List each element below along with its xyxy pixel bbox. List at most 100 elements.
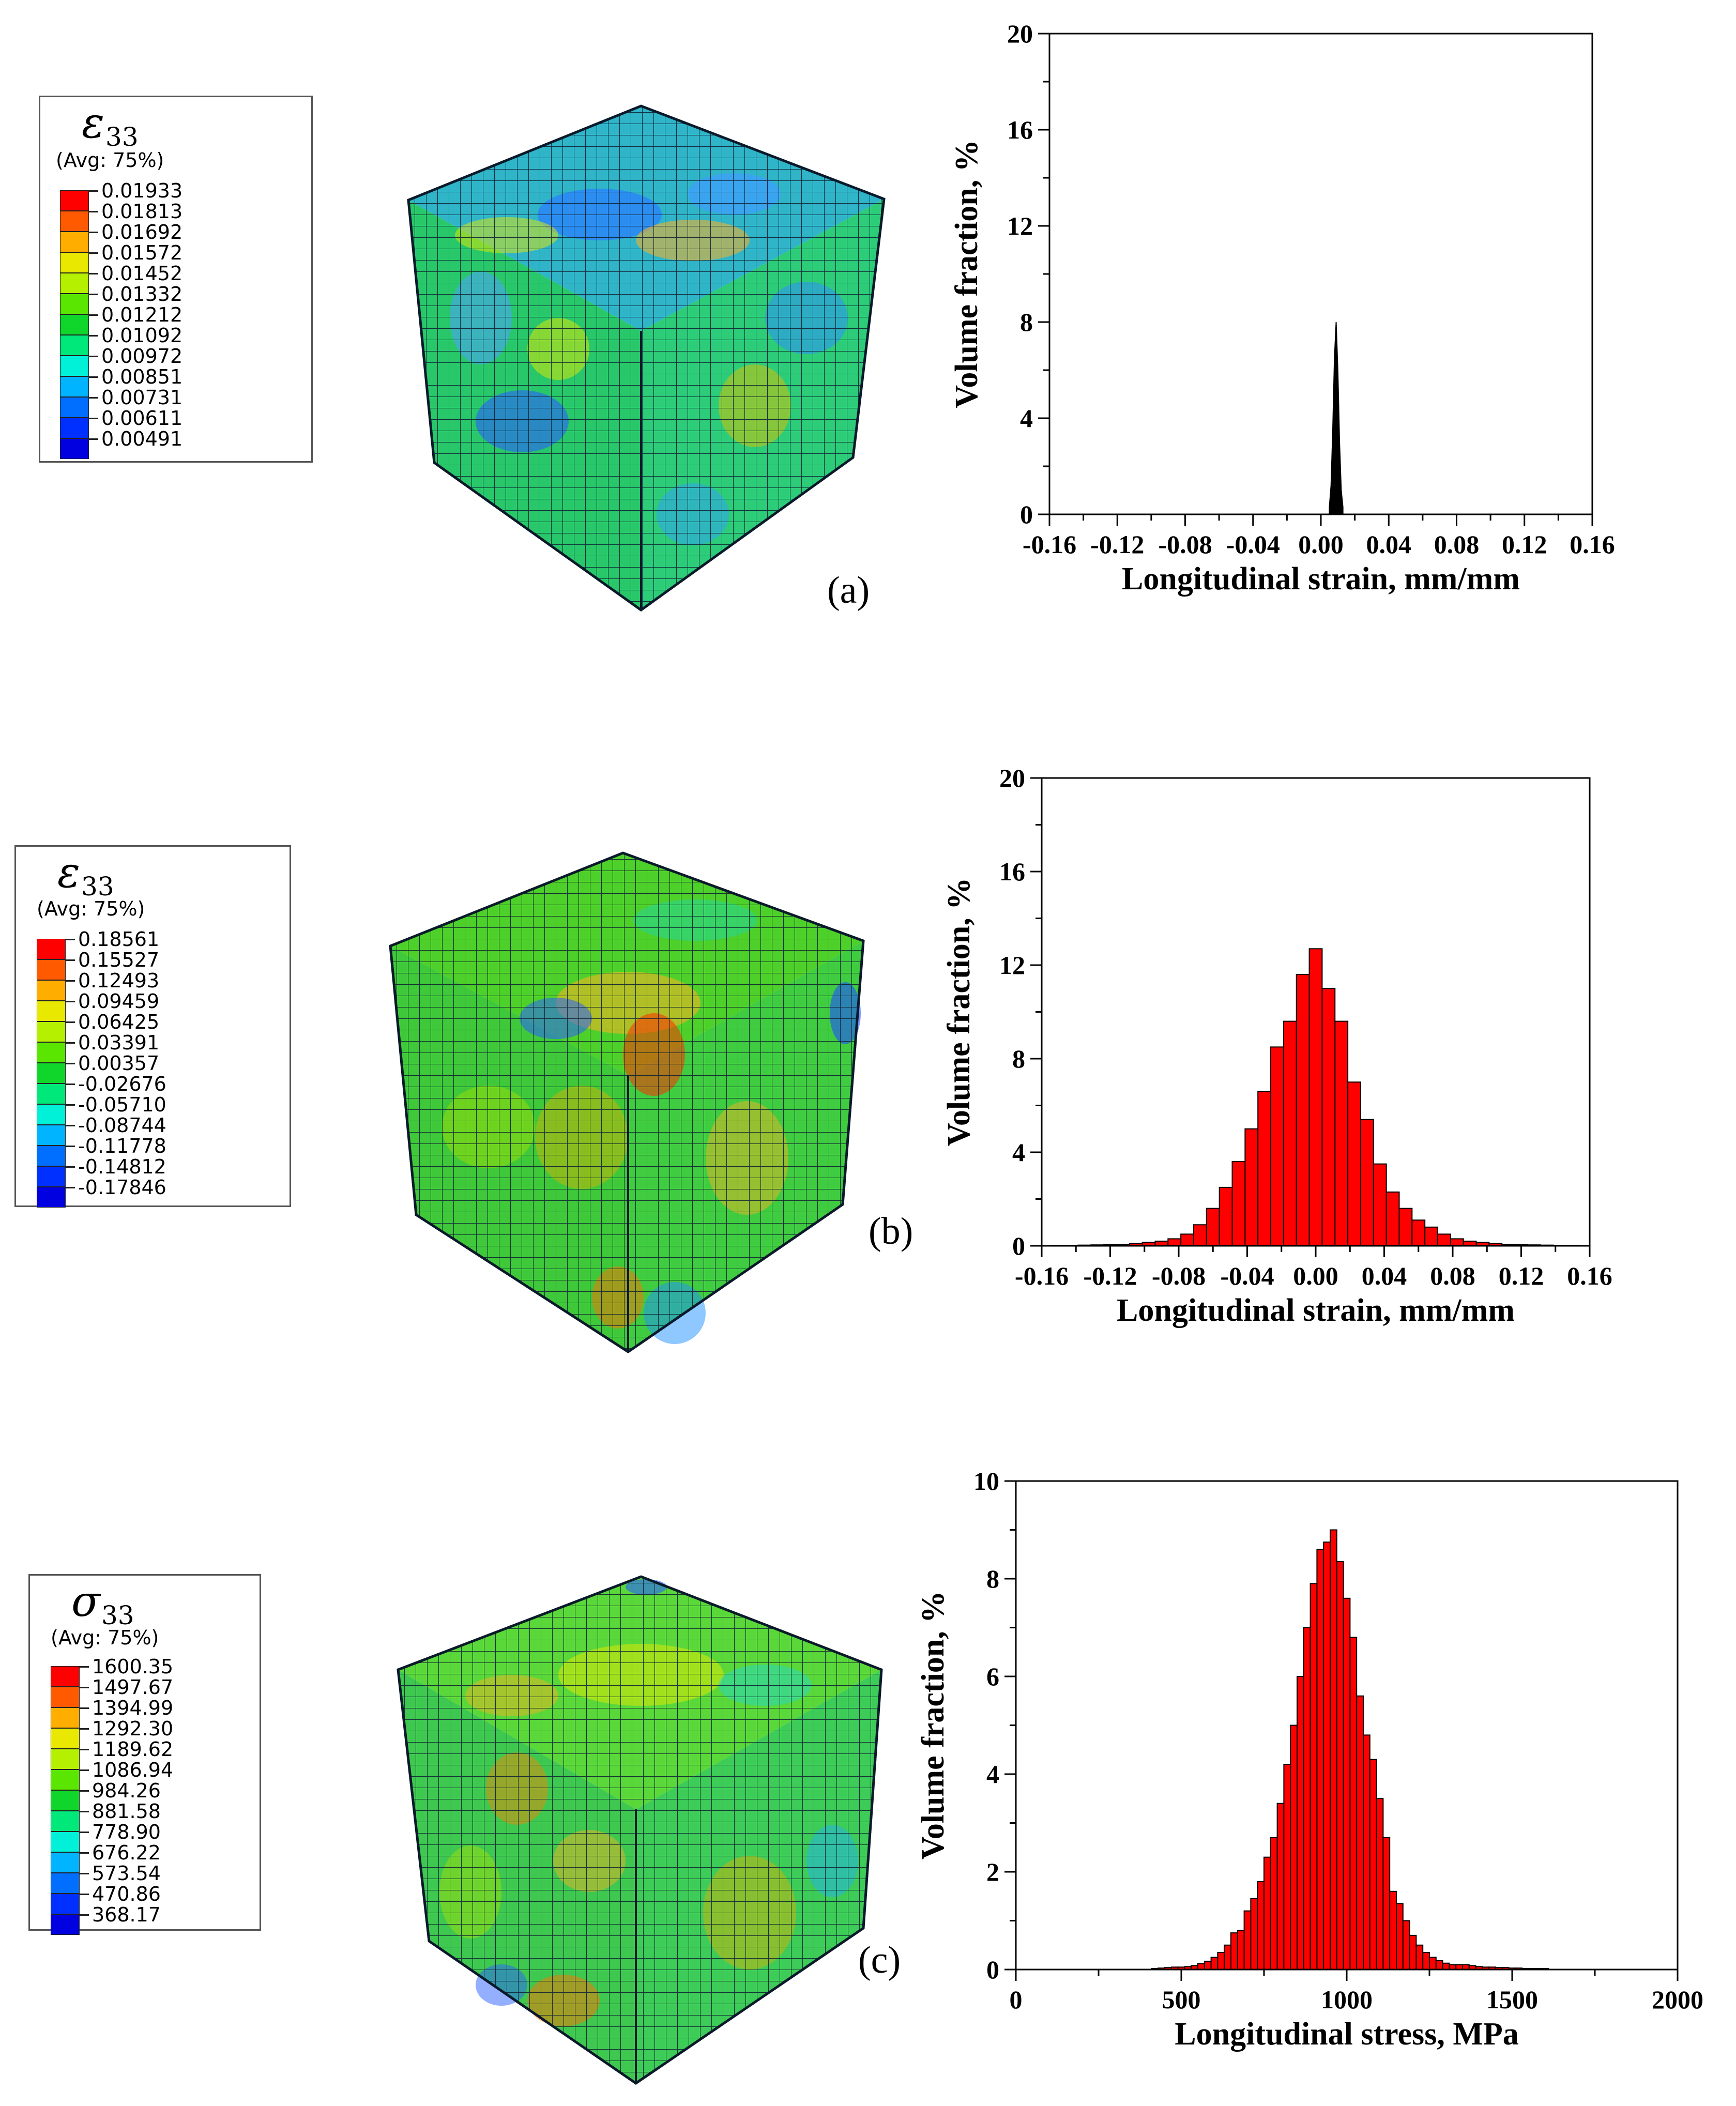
histogram-bar [1402,1920,1410,1970]
legend-tick [66,1187,75,1188]
histogram-bar [1389,1890,1397,1970]
legend-value: 1497.67 [92,1676,174,1699]
histogram-bar [1297,1676,1304,1970]
x-tick-label: -0.12 [1083,1261,1137,1290]
cube-b [389,851,865,1354]
x-tick-label: 0.08 [1434,530,1480,559]
histogram-bar [1193,1224,1207,1247]
legend-value: -0.11778 [78,1135,166,1157]
y-tick-label: 2 [986,1857,999,1886]
legend-tick [66,1166,75,1168]
legend-value: 1189.62 [92,1738,174,1761]
histogram-bar [1347,1081,1361,1246]
histogram-bar [1219,1186,1233,1246]
x-tick-label: -0.04 [1220,1261,1274,1290]
histogram-bar [1167,1238,1182,1246]
y-tick-label: 4 [1020,404,1033,433]
x-tick-label: -0.12 [1090,530,1144,559]
legend-value: 676.22 [92,1841,161,1864]
x-tick-label: 0.08 [1430,1261,1475,1290]
legend-swatch [60,418,89,438]
legend-swatch [60,356,89,376]
y-axis-label: Volume fraction, % [920,1591,951,1860]
legend-value: 1292.30 [92,1717,174,1740]
x-tick-label: 0.12 [1502,530,1547,559]
x-tick-label: -0.16 [1023,530,1076,559]
legend-value: 0.01572 [101,241,183,264]
histogram-bar [1437,1233,1451,1246]
legend-value: 0.00972 [101,345,183,368]
y-tick-label: 8 [1012,1044,1025,1073]
legend-swatch [60,273,89,294]
legend-swatch [37,1125,66,1146]
histogram-bar [1442,1962,1450,1971]
legend-tick [89,190,98,192]
legend-tick [89,438,98,440]
histogram-bar [1210,1957,1219,1970]
histogram-bar [1334,1020,1349,1246]
histogram-bar [1217,1951,1225,1970]
panel-label-c: (c) [858,1939,901,1981]
legend-tick [66,1021,75,1023]
legend-tick [89,252,98,254]
plot-frame [1048,33,1593,515]
x-tick-label: 2000 [1652,1985,1703,2014]
histogram-bar [1343,1597,1351,1970]
legend-swatch [60,232,89,252]
legend-swatch [60,335,89,356]
histogram-bar [1323,1542,1331,1970]
legend-symbol: ε33 [82,99,139,152]
legend-value: 0.00491 [101,428,183,450]
legend-value: 1600.35 [92,1655,174,1678]
legend-value: 0.01092 [101,324,183,347]
legend-value: 1086.94 [92,1759,174,1781]
legend-swatch [37,1083,66,1104]
histogram-bar [1257,1881,1265,1971]
legend-value: 0.12493 [78,969,160,992]
legend-swatch [60,438,89,459]
x-axis-label: Longitudinal strain, mm/mm [1122,561,1520,597]
legend-swatch [51,1728,80,1749]
legend-value: 0.01813 [101,200,183,223]
legend-swatch [37,959,66,980]
x-tick-label: 0.04 [1362,1261,1407,1290]
legend-value: 0.00851 [101,365,183,388]
legend-value: 881.58 [92,1800,161,1823]
legend-tick [80,1811,89,1812]
x-axis-label: Longitudinal stress, MPa [1175,2017,1518,2052]
histogram-bar [1204,1960,1212,1970]
histogram-bar [1180,1233,1194,1246]
histogram-bar [1369,1759,1377,1971]
legend-swatch [37,1042,66,1063]
histogram-bar [1263,1856,1271,1971]
histogram-bar [1398,1208,1413,1246]
y-tick-label: 16 [999,857,1025,886]
legend-tick [66,1125,75,1126]
histogram-bar [1309,1583,1318,1970]
histogram-bar [1257,1091,1272,1246]
legend-tick [66,980,75,982]
histogram-bar [1336,1561,1344,1971]
x-tick-label: 0.16 [1567,1261,1612,1290]
legend-swatch [37,1104,66,1125]
histogram-c: 0 500 1000 1500 2000 0 2 4 6 8 10 Longitudinal stre… [920,1467,1703,2052]
histogram-bar [1231,1161,1246,1246]
x-tick-label: 500 [1162,1985,1201,2014]
x-tick-label: 0.00 [1298,530,1344,559]
legend-swatch [37,939,66,959]
legend-tick [80,1769,89,1771]
legend-tick [89,335,98,337]
legend-swatch [37,1166,66,1187]
x-tick-label: 1000 [1321,1985,1373,2014]
histogram-bar [1376,1798,1384,1970]
legend-swatch [51,1914,80,1935]
histogram-bar [1243,1910,1252,1970]
legend-tick [66,1001,75,1002]
legend-b: ε33 (Avg: 75%) 0.18561 0.15527 0.12493 0.09… [14,845,291,1208]
y-tick-label: 8 [986,1564,999,1593]
histogram-bar [1283,1020,1297,1246]
legend-value: -0.14812 [78,1155,166,1178]
legend-value: 0.03391 [78,1031,160,1054]
legend-swatch [37,1146,66,1166]
legend-value: 0.06425 [78,1011,160,1033]
